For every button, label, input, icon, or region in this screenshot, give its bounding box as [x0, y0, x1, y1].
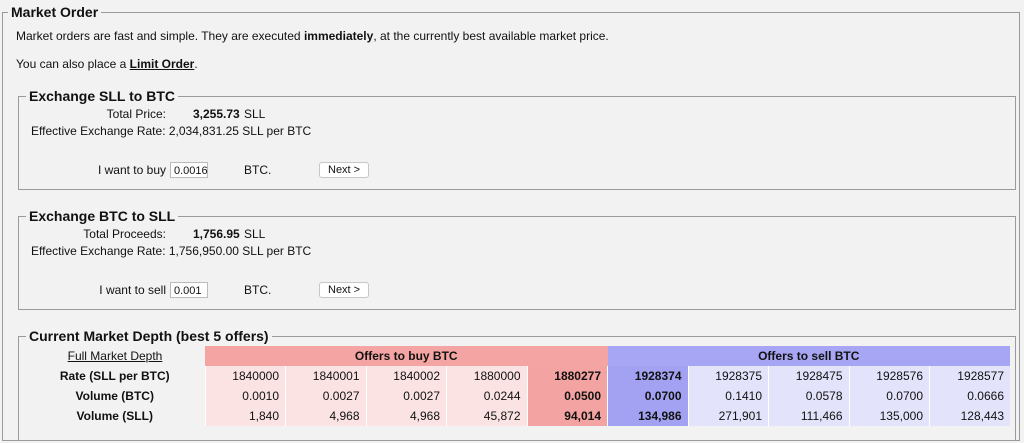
- unit-label: BTC.: [244, 163, 272, 177]
- rate-unit: SLL per BTC: [242, 244, 312, 258]
- sell-cell: 135,000: [848, 406, 930, 426]
- buy-cell: 4,968: [365, 406, 447, 426]
- rate-label: Effective Exchange Rate:: [31, 244, 166, 258]
- depth-box: [18, 336, 1016, 441]
- depth-table: Full Market Depth Offers to buy BTC Offers…: [25, 346, 1010, 426]
- full-depth-link[interactable]: Full Market Depth: [67, 349, 163, 363]
- buy-cell: 1880000: [446, 366, 527, 386]
- limit-text: You can also place a Limit Order.: [16, 57, 198, 71]
- next-button[interactable]: Next >: [319, 282, 370, 298]
- sell-cell: 0.0666: [929, 386, 1010, 406]
- rate-line: Effective Exchange Rate: 1,756,950.00 SL…: [31, 244, 311, 258]
- row-label: Volume (SLL): [76, 409, 153, 423]
- buy-header: Offers to buy BTC: [205, 346, 608, 366]
- row-label: Volume (BTC): [75, 389, 154, 403]
- next-button[interactable]: Next >: [319, 162, 370, 178]
- buy-box: [18, 96, 1016, 190]
- limit-order-link[interactable]: Limit Order: [129, 57, 195, 71]
- buy-cell: 1880277: [526, 366, 608, 386]
- sell-cell: 111,466: [768, 406, 849, 426]
- amount-input[interactable]: 0.001: [170, 282, 208, 298]
- amount-input[interactable]: 0.0016: [170, 162, 208, 178]
- buy-cell: 0.0027: [365, 386, 447, 406]
- sell-cell: 271,901: [687, 406, 769, 426]
- depth-title: Current Market Depth (best 5 offers): [26, 328, 272, 344]
- buy-cell: 4,968: [285, 406, 366, 426]
- buy-cell: 1840000: [204, 366, 286, 386]
- text: .: [194, 57, 198, 71]
- sell-cell: 0.0700: [848, 386, 930, 406]
- buy-cell: 0.0244: [446, 386, 527, 406]
- section-title: Market Order: [8, 4, 102, 20]
- header-cell: Full Market Depth: [25, 346, 205, 366]
- rate-label: Effective Exchange Rate:: [31, 124, 166, 138]
- depth-row: Volume (BTC) 0.0010 0.0027 0.0027 0.0244 0.05…: [25, 386, 1010, 406]
- emphasis: immediately: [303, 29, 374, 43]
- text: Market orders are fast and simple. They …: [16, 29, 301, 43]
- sell-box: [18, 216, 1016, 310]
- total-unit: SLL: [244, 227, 266, 241]
- sell-cell: 0.1410: [687, 386, 769, 406]
- form-label: I want to sell: [99, 283, 166, 297]
- sell-cell: 0.0700: [607, 386, 688, 406]
- text: , at the currently best available market…: [373, 29, 609, 43]
- buy-cell: 1,840: [204, 406, 286, 426]
- rate-unit: SLL per BTC: [242, 124, 312, 138]
- unit-label: BTC.: [244, 283, 272, 297]
- sell-cell: 128,443: [929, 406, 1010, 426]
- total-label: Total Proceeds:: [83, 227, 166, 241]
- sell-cell: 1928475: [768, 366, 849, 386]
- text: You can also place a: [16, 57, 127, 71]
- buy-cell: 0.0500: [526, 386, 608, 406]
- header-row: Full Market Depth Offers to buy BTC Offers…: [25, 346, 1010, 366]
- sell-header: Offers to sell BTC: [607, 346, 1010, 366]
- rate-line: Effective Exchange Rate: 2,034,831.25 SL…: [31, 124, 311, 138]
- sell-title: Exchange BTC to SLL: [26, 208, 179, 224]
- depth-row: Volume (SLL) 1,840 4,968 4,968 45,872 94,014 1…: [25, 406, 1010, 426]
- rate-value: 2,034,831.25: [168, 124, 239, 138]
- sell-cell: 0.0578: [768, 386, 849, 406]
- sell-cell: 1928374: [607, 366, 688, 386]
- intro-text: Market orders are fast and simple. They …: [16, 29, 609, 43]
- depth-row: Rate (SLL per BTC) 1840000 1840001 1840002 1…: [25, 366, 1010, 386]
- row-label: Rate (SLL per BTC): [59, 369, 170, 383]
- buy-cell: 45,872: [446, 406, 527, 426]
- total-value: 3,255.73: [193, 107, 240, 121]
- total-unit: SLL: [244, 107, 266, 121]
- total-value: 1,756.95: [193, 227, 240, 241]
- buy-cell: 1840002: [365, 366, 447, 386]
- sell-cell: 1928576: [848, 366, 930, 386]
- rate-value: 1,756,950.00: [168, 244, 239, 258]
- sell-cell: 1928375: [687, 366, 769, 386]
- buy-title: Exchange SLL to BTC: [26, 88, 178, 104]
- sell-cell: 1928577: [929, 366, 1010, 386]
- sell-cell: 134,986: [607, 406, 688, 426]
- buy-cell: 1840001: [285, 366, 366, 386]
- buy-cell: 0.0027: [285, 386, 366, 406]
- total-label: Total Price:: [106, 107, 166, 121]
- form-label: I want to buy: [97, 163, 166, 177]
- buy-cell: 0.0010: [204, 386, 286, 406]
- buy-cell: 94,014: [526, 406, 608, 426]
